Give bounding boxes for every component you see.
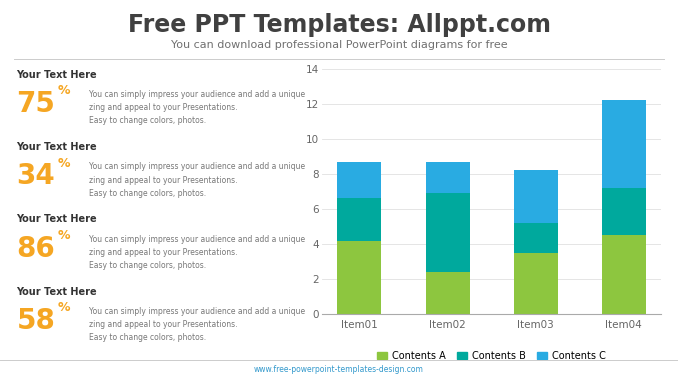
Bar (338, 241, 382, 314)
Text: www.free-powerpoint-templates-design.com: www.free-powerpoint-templates-design.com (254, 365, 424, 374)
Bar (513, 223, 557, 253)
Text: %: % (58, 157, 71, 170)
Text: You can simply impress your audience and add a unique
zing and appeal to your Pr: You can simply impress your audience and… (89, 235, 305, 270)
Text: You can simply impress your audience and add a unique
zing and appeal to your Pr: You can simply impress your audience and… (89, 307, 305, 343)
Text: Your Text Here: Your Text Here (16, 70, 97, 80)
Bar (601, 188, 645, 235)
Text: 86: 86 (16, 235, 55, 263)
Bar (426, 193, 470, 272)
Text: %: % (58, 84, 71, 97)
Text: You can download professional PowerPoint diagrams for free: You can download professional PowerPoint… (171, 40, 507, 50)
Text: Your Text Here: Your Text Here (16, 142, 97, 152)
Text: 58: 58 (16, 307, 56, 335)
Text: You can simply impress your audience and add a unique
zing and appeal to your Pr: You can simply impress your audience and… (89, 162, 305, 198)
Text: Your Text Here: Your Text Here (16, 287, 97, 297)
Bar (426, 272, 470, 314)
Bar (601, 100, 645, 188)
Text: 34: 34 (16, 162, 55, 190)
Bar (513, 253, 557, 314)
Text: Free PPT Templates: Allppt.com: Free PPT Templates: Allppt.com (127, 13, 551, 37)
Text: %: % (58, 301, 71, 314)
Legend: Contents A, Contents B, Contents C: Contents A, Contents B, Contents C (377, 351, 606, 361)
Bar (338, 199, 382, 241)
Text: You can simply impress your audience and add a unique
zing and appeal to your Pr: You can simply impress your audience and… (89, 90, 305, 125)
Bar (426, 162, 470, 193)
Text: %: % (58, 229, 71, 242)
Bar (601, 235, 645, 314)
Text: 75: 75 (16, 90, 56, 118)
Bar (338, 162, 382, 199)
Text: Your Text Here: Your Text Here (16, 215, 97, 224)
Bar (513, 170, 557, 223)
